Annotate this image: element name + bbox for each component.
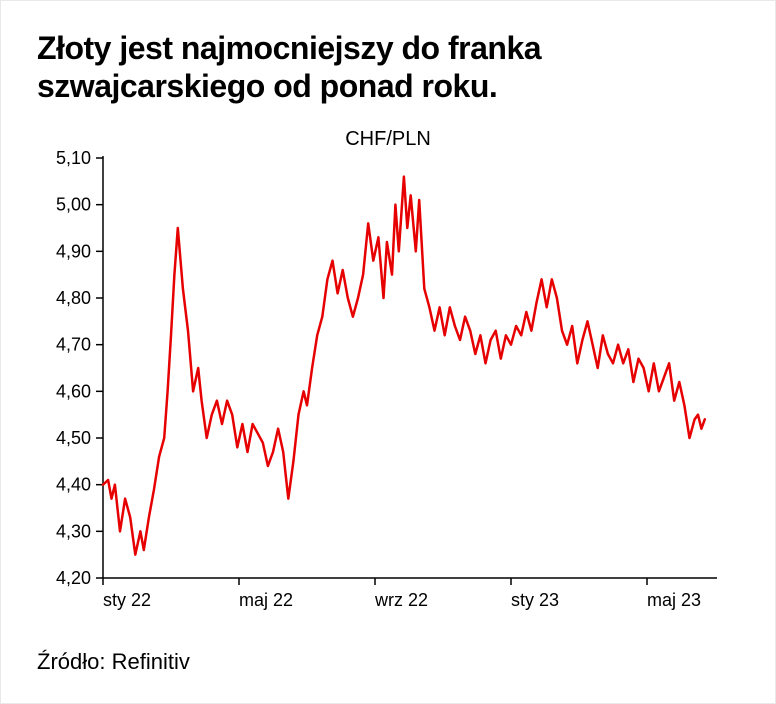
y-tick-label: 4,60 — [56, 381, 91, 401]
x-tick-label: sty 23 — [511, 590, 559, 610]
series-label: CHF/PLN — [345, 128, 431, 151]
x-tick-label: maj 23 — [647, 590, 701, 610]
chart-area: CHF/PLN 4,20 4,30 4,40 4,50 4,60 4,70 4,80 4,90… — [37, 128, 739, 641]
y-tick-label: 4,70 — [56, 334, 91, 354]
y-tick-label: 4,90 — [56, 241, 91, 261]
chart-svg: 4,20 4,30 4,40 4,50 4,60 4,70 4,80 4,90 5,00 5,10… — [37, 128, 737, 628]
y-tick-label: 4,20 — [56, 568, 91, 588]
x-tick-label: sty 22 — [103, 590, 151, 610]
y-tick-label: 5,00 — [56, 194, 91, 214]
x-tick-label: wrz 22 — [374, 590, 428, 610]
x-tick-label: maj 22 — [239, 590, 293, 610]
chart-title: Złoty jest najmocniejszy do franka szwaj… — [37, 29, 739, 106]
y-tick-label: 5,10 — [56, 148, 91, 168]
y-tick-label: 4,50 — [56, 428, 91, 448]
series-line — [103, 176, 705, 554]
y-tick-label: 4,80 — [56, 288, 91, 308]
chart-card: Złoty jest najmocniejszy do franka szwaj… — [0, 0, 776, 704]
y-tick-label: 4,30 — [56, 521, 91, 541]
y-tick-label: 4,40 — [56, 474, 91, 494]
source-label: Źródło: Refinitiv — [37, 649, 739, 675]
